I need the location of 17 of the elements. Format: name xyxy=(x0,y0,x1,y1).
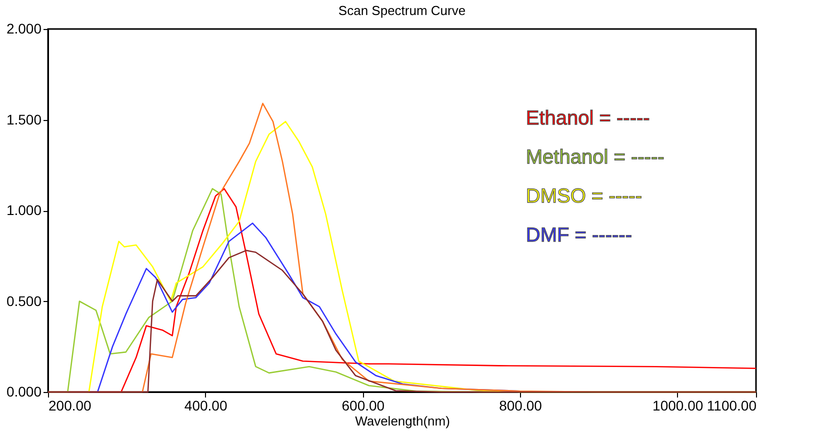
x-tick-label: 200.00 xyxy=(48,398,92,414)
y-tick-label: 1.500 xyxy=(6,111,42,128)
y-tick-label: 2.000 xyxy=(6,20,42,36)
y-tick-label: 0.500 xyxy=(6,292,42,309)
text: Ethanol = ----- xyxy=(526,108,650,130)
x-tick-label: 1000.00 xyxy=(652,398,704,414)
x-tick-label: 400.00 xyxy=(184,398,228,414)
y-tick-label: 0.000 xyxy=(6,384,42,400)
chart-title: Scan Spectrum Curve xyxy=(338,3,466,18)
text: DMSO = ----- xyxy=(526,186,642,208)
x-tick-label: 800.00 xyxy=(499,398,542,414)
x-tick-label: 600.00 xyxy=(342,398,385,414)
x-axis-title: Wavelength(nm) xyxy=(355,414,450,428)
x-tick-label: 1100.00 xyxy=(706,398,757,414)
y-tick-label: 1.000 xyxy=(6,202,42,218)
text: Methanol = ----- xyxy=(526,146,664,168)
text: DMF = ------ xyxy=(526,224,632,246)
